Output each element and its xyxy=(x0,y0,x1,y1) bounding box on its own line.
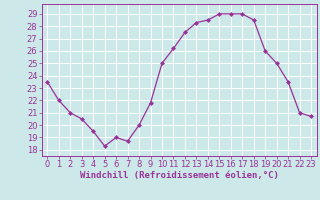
X-axis label: Windchill (Refroidissement éolien,°C): Windchill (Refroidissement éolien,°C) xyxy=(80,171,279,180)
